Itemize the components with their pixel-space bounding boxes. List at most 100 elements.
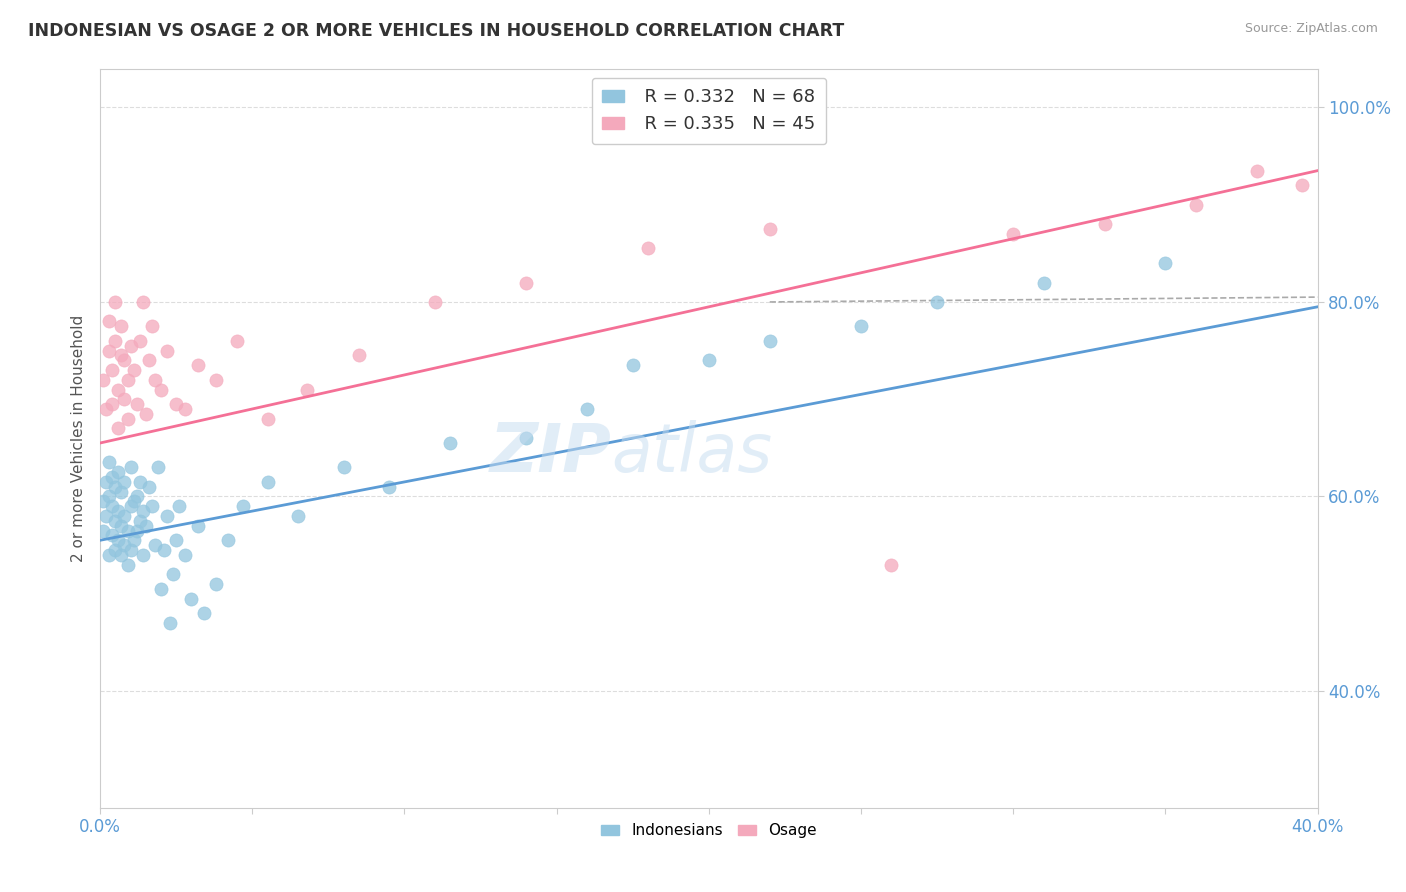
Point bbox=[141, 500, 163, 514]
Point bbox=[156, 508, 179, 523]
Point bbox=[217, 533, 239, 548]
Point bbox=[135, 518, 157, 533]
Point bbox=[159, 615, 181, 630]
Point bbox=[621, 358, 644, 372]
Point bbox=[107, 533, 129, 548]
Point bbox=[880, 558, 903, 572]
Point bbox=[204, 373, 226, 387]
Point bbox=[120, 543, 142, 558]
Point bbox=[927, 295, 949, 310]
Point bbox=[101, 500, 124, 514]
Point bbox=[295, 383, 318, 397]
Point bbox=[146, 460, 169, 475]
Point bbox=[515, 431, 537, 445]
Point bbox=[122, 494, 145, 508]
Point bbox=[91, 494, 114, 508]
Point bbox=[117, 558, 139, 572]
Point bbox=[107, 383, 129, 397]
Point bbox=[153, 543, 176, 558]
Point bbox=[256, 411, 278, 425]
Text: atlas: atlas bbox=[612, 420, 772, 486]
Point bbox=[165, 533, 187, 548]
Point bbox=[114, 508, 136, 523]
Point bbox=[107, 465, 129, 479]
Point bbox=[104, 543, 127, 558]
Point bbox=[117, 411, 139, 425]
Point bbox=[128, 514, 150, 528]
Point bbox=[186, 518, 208, 533]
Point bbox=[114, 353, 136, 368]
Point bbox=[110, 319, 132, 334]
Point bbox=[110, 348, 132, 362]
Point bbox=[125, 397, 148, 411]
Point bbox=[1185, 197, 1208, 211]
Point bbox=[98, 343, 121, 358]
Point bbox=[98, 490, 121, 504]
Point bbox=[128, 475, 150, 489]
Text: INDONESIAN VS OSAGE 2 OR MORE VEHICLES IN HOUSEHOLD CORRELATION CHART: INDONESIAN VS OSAGE 2 OR MORE VEHICLES I… bbox=[28, 22, 845, 40]
Point bbox=[758, 222, 780, 236]
Point bbox=[98, 455, 121, 469]
Point bbox=[107, 504, 129, 518]
Point bbox=[162, 567, 184, 582]
Point bbox=[165, 397, 187, 411]
Point bbox=[232, 500, 254, 514]
Point bbox=[637, 242, 659, 256]
Point bbox=[150, 582, 173, 596]
Point bbox=[287, 508, 309, 523]
Point bbox=[117, 524, 139, 538]
Point bbox=[849, 319, 872, 334]
Point bbox=[132, 504, 155, 518]
Point bbox=[150, 383, 173, 397]
Point bbox=[143, 538, 166, 552]
Text: Source: ZipAtlas.com: Source: ZipAtlas.com bbox=[1244, 22, 1378, 36]
Point bbox=[697, 353, 720, 368]
Point bbox=[174, 548, 197, 562]
Point bbox=[156, 343, 179, 358]
Point bbox=[120, 339, 142, 353]
Text: ZIP: ZIP bbox=[489, 420, 612, 486]
Point bbox=[125, 524, 148, 538]
Point bbox=[138, 480, 160, 494]
Point bbox=[332, 460, 354, 475]
Point bbox=[98, 314, 121, 328]
Point bbox=[101, 363, 124, 377]
Point bbox=[193, 606, 215, 620]
Point bbox=[104, 295, 127, 310]
Point bbox=[1002, 227, 1025, 241]
Point bbox=[114, 392, 136, 407]
Point bbox=[91, 524, 114, 538]
Point bbox=[110, 518, 132, 533]
Point bbox=[180, 591, 202, 606]
Legend: Indonesians, Osage: Indonesians, Osage bbox=[595, 817, 824, 845]
Point bbox=[167, 500, 190, 514]
Point bbox=[125, 490, 148, 504]
Point bbox=[256, 475, 278, 489]
Point bbox=[114, 475, 136, 489]
Point bbox=[138, 353, 160, 368]
Point bbox=[107, 421, 129, 435]
Point bbox=[101, 528, 124, 542]
Point bbox=[104, 334, 127, 348]
Point bbox=[135, 407, 157, 421]
Point bbox=[132, 295, 155, 310]
Point bbox=[110, 548, 132, 562]
Point bbox=[758, 334, 780, 348]
Point bbox=[1094, 217, 1116, 231]
Point bbox=[122, 533, 145, 548]
Point bbox=[378, 480, 401, 494]
Point bbox=[101, 470, 124, 484]
Point bbox=[110, 484, 132, 499]
Point bbox=[1246, 163, 1268, 178]
Y-axis label: 2 or more Vehicles in Household: 2 or more Vehicles in Household bbox=[72, 315, 86, 562]
Point bbox=[141, 319, 163, 334]
Point bbox=[576, 401, 599, 416]
Point bbox=[1291, 178, 1313, 193]
Point bbox=[143, 373, 166, 387]
Point bbox=[96, 508, 118, 523]
Point bbox=[104, 514, 127, 528]
Point bbox=[117, 373, 139, 387]
Point bbox=[174, 401, 197, 416]
Point bbox=[347, 348, 370, 362]
Point bbox=[96, 401, 118, 416]
